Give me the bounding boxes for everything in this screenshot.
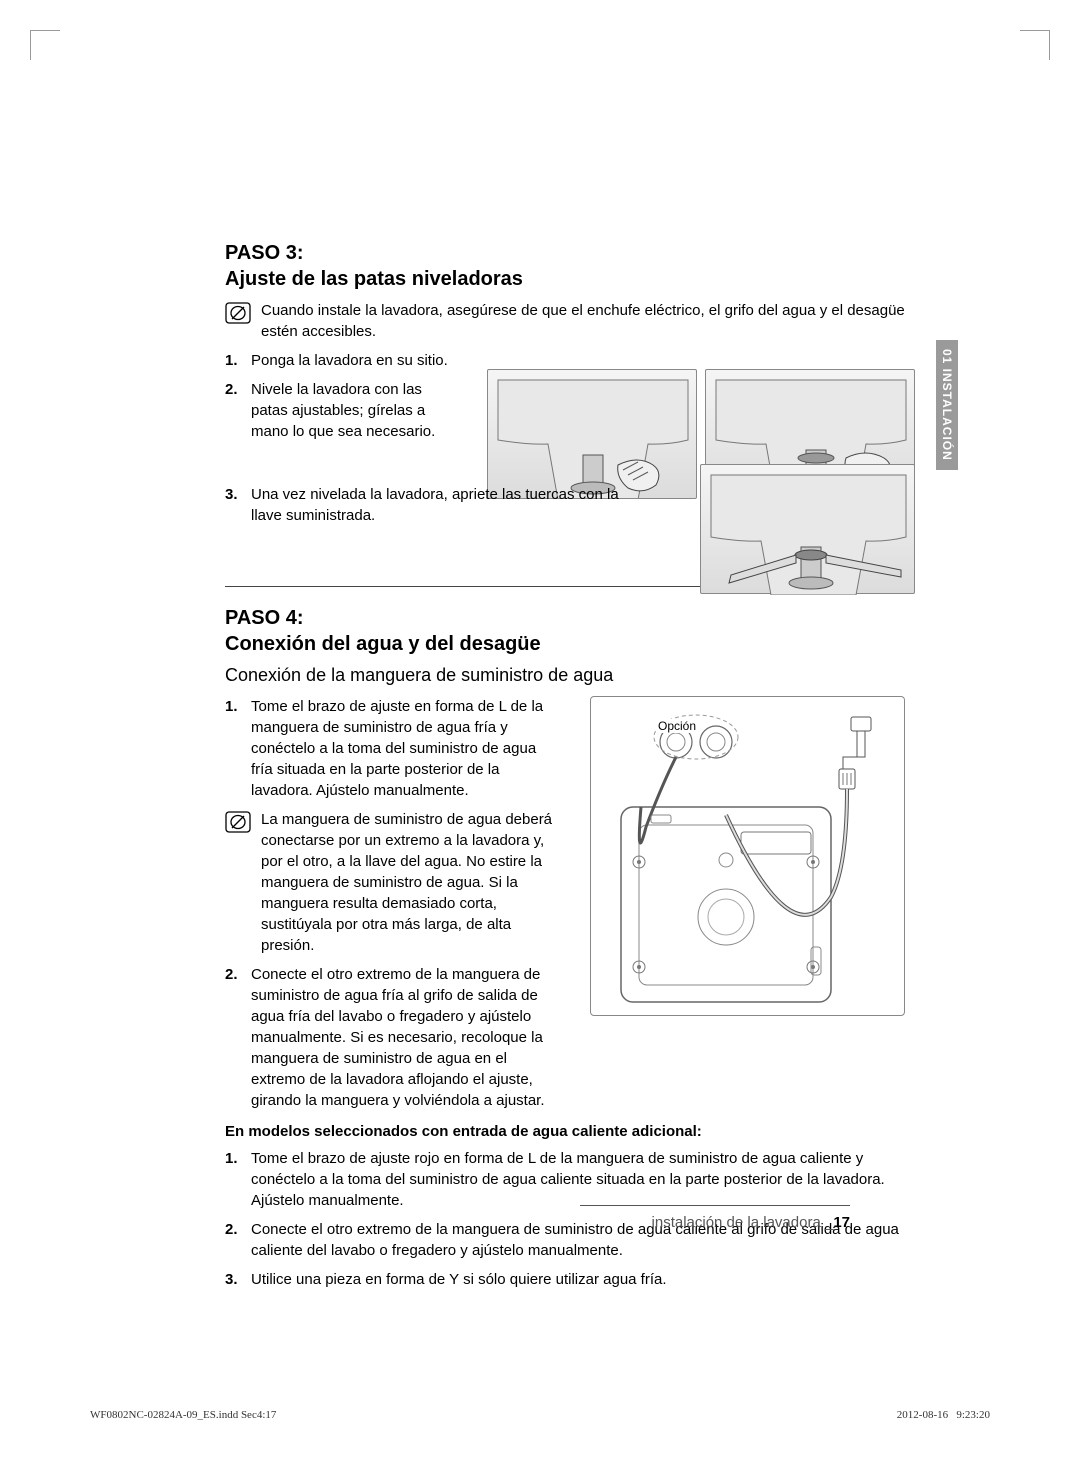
opcion-label: Opción — [656, 719, 698, 733]
item-number: 1. — [225, 350, 243, 371]
item-text: Nivele la lavadora con las patas ajustab… — [251, 379, 451, 442]
indesign-footer: WF0802NC-02824A-09_ES.indd Sec4:17 2012-… — [90, 1409, 990, 1421]
footer-text: instalación de la lavadora _ — [652, 1214, 834, 1231]
figure-water-connection: Opción — [590, 696, 905, 1016]
paso3-note-text: Cuando instale la lavadora, asegúrese de… — [261, 300, 905, 342]
figure-leveling-foot-1 — [487, 369, 697, 499]
footer-rule — [580, 1205, 850, 1206]
indd-time: 9:23:20 — [956, 1409, 990, 1421]
item-text: Tome el brazo de ajuste en forma de L de… — [251, 696, 555, 801]
paso4-note: La manguera de suministro de agua deberá… — [225, 809, 555, 956]
paso3-item2: 2. Nivele la lavadora con las patas ajus… — [225, 379, 905, 442]
paso3-note: Cuando instale la lavadora, asegúrese de… — [225, 300, 905, 342]
paso4-heading: PASO 4: Conexión del agua y del desagüe — [225, 605, 905, 657]
indd-datetime: 2012-08-16 9:23:20 — [897, 1409, 990, 1421]
note-icon — [225, 302, 251, 329]
hotwater-heading: En modelos seleccionados con entrada de … — [225, 1123, 905, 1140]
hotwater-item3: 3. Utilice una pieza en forma de Y si só… — [225, 1269, 905, 1290]
figure-tighten-nut — [700, 464, 915, 594]
paso3-figure-wrench — [700, 464, 915, 594]
item-number: 2. — [225, 1219, 243, 1261]
crop-mark — [30, 30, 60, 60]
item-number: 2. — [225, 964, 243, 1111]
item-number: 3. — [225, 1269, 243, 1290]
crop-mark — [1020, 30, 1050, 60]
indd-date: 2012-08-16 — [897, 1409, 948, 1421]
paso4-title: PASO 4: — [225, 607, 304, 629]
paso3-item3: 3. Una vez nivelada la lavadora, apriete… — [225, 484, 905, 526]
item-number: 1. — [225, 1148, 243, 1211]
note-icon — [225, 811, 251, 838]
paso4-item1: 1. Tome el brazo de ajuste en forma de L… — [225, 696, 555, 801]
section-tab: 01 INSTALACIÓN — [936, 340, 958, 470]
item-number: 2. — [225, 379, 243, 442]
item-text: Utilice una pieza en forma de Y si sólo … — [251, 1269, 667, 1290]
paso3-heading: PASO 3: Ajuste de las patas niveladoras — [225, 240, 905, 292]
item-text: Tome el brazo de ajuste rojo en forma de… — [251, 1148, 905, 1211]
indd-file: WF0802NC-02824A-09_ES.indd Sec4:17 — [90, 1409, 276, 1421]
paso4-subtitle: Conexión del agua y del desagüe — [225, 633, 541, 655]
paso4-top-row: 1. Tome el brazo de ajuste en forma de L… — [225, 696, 905, 1111]
content-area: PASO 3: Ajuste de las patas niveladoras … — [225, 240, 905, 1298]
footer-label: instalación de la lavadora _17 — [652, 1214, 850, 1231]
hotwater-item1: 1. Tome el brazo de ajuste rojo en forma… — [225, 1148, 905, 1211]
item-number: 1. — [225, 696, 243, 801]
item-text: Una vez nivelada la lavadora, apriete la… — [251, 484, 651, 526]
item-number: 3. — [225, 484, 243, 526]
page-number: 17 — [833, 1214, 850, 1231]
item-text: Conecte el otro extremo de la manguera d… — [251, 964, 555, 1111]
paso3-title: PASO 3: — [225, 242, 304, 264]
paso4-item2: 2. Conecte el otro extremo de la manguer… — [225, 964, 555, 1111]
paso3-subtitle: Ajuste de las patas niveladoras — [225, 268, 523, 290]
paso3-item1: 1. Ponga la lavadora en su sitio. — [225, 350, 905, 371]
item-text: Ponga la lavadora en su sitio. — [251, 350, 448, 371]
paso4-note-text: La manguera de suministro de agua deberá… — [261, 809, 555, 956]
paso4-text-column: 1. Tome el brazo de ajuste en forma de L… — [225, 696, 555, 1111]
page: 01 INSTALACIÓN PASO 3: Ajuste de las pat… — [60, 60, 1020, 1401]
paso4-subsection: Conexión de la manguera de suministro de… — [225, 665, 905, 686]
